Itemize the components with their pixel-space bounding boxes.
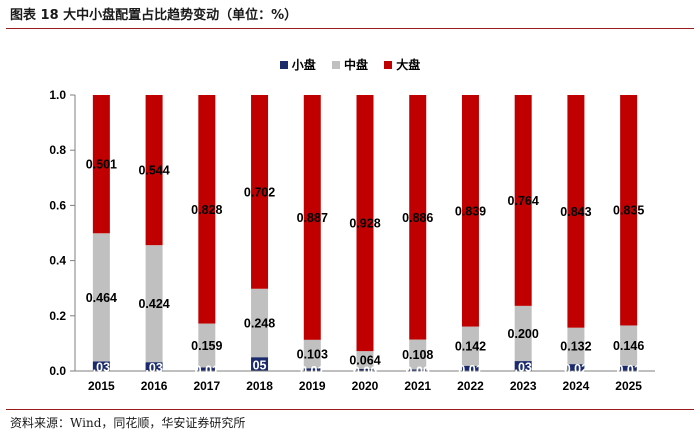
y-tick-label: 0.6: [49, 198, 66, 212]
bar-segment-mid: [303, 339, 321, 369]
bar-segment-small: [356, 368, 374, 371]
bar-segment-large: [514, 95, 532, 306]
data-label-small: 0.00: [353, 364, 377, 378]
data-label-large: 0.843: [560, 205, 591, 219]
bar-segment-small: [92, 361, 110, 371]
bar-segment-mid: [145, 245, 163, 363]
bar-segment-small: [251, 357, 269, 371]
data-label-small: 0.02: [564, 362, 588, 376]
data-label-mid: 0.248: [244, 316, 275, 330]
x-tick-label: 2018: [246, 379, 273, 393]
data-label-small: .03: [145, 361, 162, 375]
data-label-large: 0.928: [349, 217, 380, 231]
bar-segment-small: [461, 365, 479, 371]
data-label-mid: 0.108: [402, 348, 433, 362]
x-tick-label: 2019: [299, 379, 326, 393]
data-label-large: 0.702: [244, 185, 275, 199]
bar-segment-large: [461, 95, 479, 327]
bar-segment-large: [303, 95, 321, 340]
data-label-mid: 0.132: [560, 339, 591, 353]
legend-label-mid: 中盘: [343, 58, 368, 72]
x-tick-label: 2025: [615, 379, 642, 393]
x-tick-label: 2022: [457, 379, 484, 393]
bar-segment-small: [620, 365, 638, 371]
data-label-small: 0.01: [195, 364, 219, 378]
source-note: 资料来源：Wind，同花顺，华安证券研究所: [10, 416, 246, 430]
x-tick-label: 2017: [193, 379, 220, 393]
bar-segment-mid: [514, 305, 532, 362]
data-label-small: .03: [514, 361, 531, 375]
x-tick-label: 2021: [404, 379, 431, 393]
bar-segment-large: [145, 95, 163, 246]
bar-segment-small: [514, 361, 532, 371]
data-label-large: 0.501: [86, 158, 117, 172]
y-tick-label: 1.0: [49, 88, 66, 102]
bar-segment-large: [251, 95, 269, 289]
bar-segment-large: [567, 95, 585, 328]
bar-segment-large: [620, 95, 638, 326]
bar-segment-mid: [409, 339, 427, 370]
legend-item-mid: 中盘: [331, 56, 368, 73]
y-tick-label: 0.8: [49, 143, 66, 157]
x-tick-label: 2016: [141, 379, 168, 393]
chart-title: 图表 18 大中小盘配置占比趋势变动（单位：%）: [10, 8, 298, 23]
bar-segment-mid: [461, 326, 479, 366]
bar-segment-small: [409, 369, 427, 371]
bar-segment-small: [567, 364, 585, 371]
bar-segment-mid: [356, 351, 374, 369]
data-label-mid: 0.424: [138, 297, 169, 311]
bar-segment-large: [356, 95, 374, 352]
data-label-large: 0.835: [613, 204, 644, 218]
x-tick-label: 2015: [88, 379, 115, 393]
data-label-mid: 0.159: [191, 339, 222, 353]
footer-divider: [6, 409, 694, 410]
bar-segment-small: [198, 367, 216, 371]
chart-legend: 小盘 中盘 大盘: [0, 56, 700, 73]
data-label-small: 0.01: [458, 363, 482, 377]
data-label-large: 0.839: [455, 204, 486, 218]
y-tick-label: 0.0: [49, 364, 66, 378]
data-label-mid: 0.103: [297, 348, 328, 362]
title-divider: [6, 28, 694, 29]
legend-label-large: 大盘: [396, 58, 421, 72]
bar-segment-mid: [620, 325, 638, 366]
bar-segment-mid: [567, 327, 585, 365]
data-label-small: 0.01: [300, 364, 324, 378]
y-tick-label: 0.2: [49, 309, 66, 323]
y-tick-label: 0.4: [49, 254, 66, 268]
data-label-mid: 0.064: [349, 353, 380, 367]
bar-segment-mid: [92, 233, 110, 362]
data-label-mid: 0.200: [508, 327, 539, 341]
data-label-large: 0.886: [402, 211, 433, 225]
data-label-large: 0.764: [508, 194, 539, 208]
data-label-small: 0.00: [406, 365, 430, 379]
bar-segment-large: [92, 95, 110, 234]
bar-segment-large: [198, 95, 216, 324]
x-tick-label: 2024: [563, 379, 590, 393]
bar-segment-small: [145, 362, 163, 371]
data-label-small: 0.01: [616, 363, 640, 377]
bar-segment-large: [409, 95, 427, 340]
x-tick-label: 2020: [352, 379, 379, 393]
bar-segment-mid: [198, 323, 216, 368]
data-label-large: 0.828: [191, 203, 222, 217]
legend-item-small: 小盘: [279, 56, 316, 73]
legend-swatch-large: [384, 61, 393, 69]
data-label-small: 05: [253, 359, 267, 373]
bar-segment-small: [303, 368, 321, 371]
x-tick-label: 2023: [510, 379, 537, 393]
data-label-large: 0.544: [138, 164, 169, 178]
legend-swatch-small: [279, 61, 288, 69]
data-label-mid: 0.142: [455, 340, 486, 354]
data-label-large: 0.887: [297, 211, 328, 225]
data-label-mid: 0.146: [613, 339, 644, 353]
legend-label-small: 小盘: [291, 58, 316, 72]
bar-segment-mid: [251, 288, 269, 358]
data-label-mid: 0.464: [86, 291, 117, 305]
data-label-small: .03: [93, 361, 110, 375]
legend-item-large: 大盘: [384, 56, 420, 73]
legend-swatch-mid: [331, 61, 340, 69]
